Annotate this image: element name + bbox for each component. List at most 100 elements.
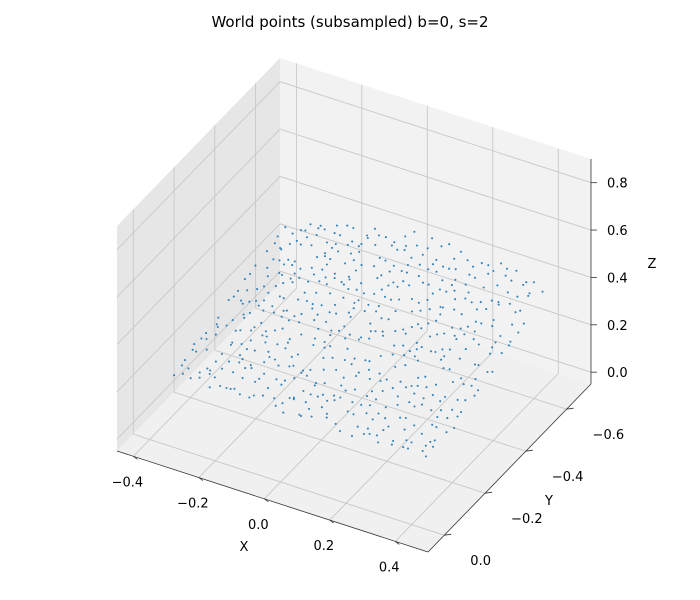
data-point: [243, 278, 246, 281]
data-point: [275, 378, 278, 381]
data-point: [480, 262, 483, 265]
data-point: [284, 226, 287, 229]
data-point: [413, 230, 416, 233]
data-point: [400, 269, 403, 273]
data-point: [424, 455, 428, 458]
data-point: [311, 307, 314, 310]
data-point: [350, 363, 353, 366]
data-point: [300, 371, 303, 374]
data-point: [191, 348, 194, 351]
z-tick-label: 0.6: [607, 224, 628, 239]
data-point: [293, 260, 296, 263]
data-point: [278, 295, 281, 298]
data-point: [522, 283, 525, 286]
data-point: [475, 308, 478, 311]
data-point: [436, 333, 439, 336]
data-point: [422, 397, 425, 400]
data-point: [323, 346, 326, 349]
data-point: [299, 243, 302, 246]
data-point: [391, 353, 394, 356]
y-grid-line: [255, 83, 567, 410]
data-point: [255, 299, 258, 302]
data-point: [322, 368, 325, 371]
data-point: [236, 289, 240, 292]
data-point: [353, 357, 356, 360]
data-point: [404, 416, 407, 420]
data-point: [417, 275, 420, 278]
data-point: [254, 264, 257, 267]
data-point: [450, 284, 453, 287]
data-point: [325, 320, 328, 323]
data-point: [264, 341, 267, 344]
data-point: [384, 236, 387, 239]
data-point: [346, 243, 349, 246]
z-grid-line: [116, 128, 592, 298]
left-pane: [117, 58, 280, 451]
data-point: [321, 268, 324, 271]
data-point: [353, 388, 357, 391]
data-point: [508, 302, 511, 305]
data-point: [206, 367, 209, 370]
data-point: [333, 399, 336, 402]
data-point: [424, 375, 427, 378]
data-point: [488, 352, 492, 355]
data-point: [227, 360, 231, 363]
data-point: [352, 226, 355, 230]
data-point: [173, 374, 176, 377]
x-tick-label: −0.2: [177, 497, 209, 512]
data-point: [473, 276, 477, 279]
data-point: [278, 271, 281, 275]
data-point: [256, 288, 259, 291]
data-point: [390, 443, 393, 446]
data-point: [398, 298, 401, 301]
y-tick-label: −0.6: [593, 428, 625, 443]
data-point: [283, 379, 287, 382]
data-point: [304, 401, 307, 404]
data-point: [231, 319, 234, 322]
data-point: [364, 359, 367, 362]
data-point: [219, 384, 222, 388]
data-point: [352, 307, 355, 310]
data-point: [451, 380, 454, 384]
axes-grid: [116, 63, 592, 542]
data-point: [263, 372, 266, 375]
data-point: [262, 309, 265, 312]
data-point: [497, 303, 500, 306]
data-point: [273, 329, 277, 332]
data-point: [445, 431, 448, 434]
data-point: [281, 273, 284, 276]
data-point: [263, 361, 266, 364]
data-point: [413, 355, 416, 358]
data-point: [374, 398, 378, 401]
data-point: [337, 329, 341, 332]
data-point: [274, 404, 277, 407]
data-point: [231, 341, 234, 344]
data-point: [366, 236, 369, 240]
data-point: [434, 350, 437, 354]
data-point: [313, 384, 316, 387]
data-point: [262, 285, 266, 288]
data-point: [283, 263, 286, 266]
data-point: [312, 273, 316, 276]
data-point: [323, 255, 327, 258]
data-point: [339, 234, 342, 237]
data-point: [288, 338, 291, 341]
data-point: [420, 403, 424, 406]
data-point: [217, 316, 220, 319]
data-point: [232, 295, 235, 298]
data-point: [396, 248, 399, 251]
data-point: [487, 264, 490, 267]
data-point: [516, 295, 519, 298]
y-tick-label: 0.0: [470, 554, 491, 569]
data-point: [441, 306, 444, 309]
data-point: [472, 265, 475, 268]
data-point: [470, 301, 473, 304]
y-tick-mark: [484, 491, 493, 494]
data-point: [415, 341, 418, 344]
data-point: [410, 441, 413, 444]
x-grid-line: [263, 105, 428, 500]
data-point: [316, 395, 319, 398]
data-point: [282, 309, 285, 312]
data-point: [413, 405, 416, 408]
data-point: [402, 280, 405, 283]
